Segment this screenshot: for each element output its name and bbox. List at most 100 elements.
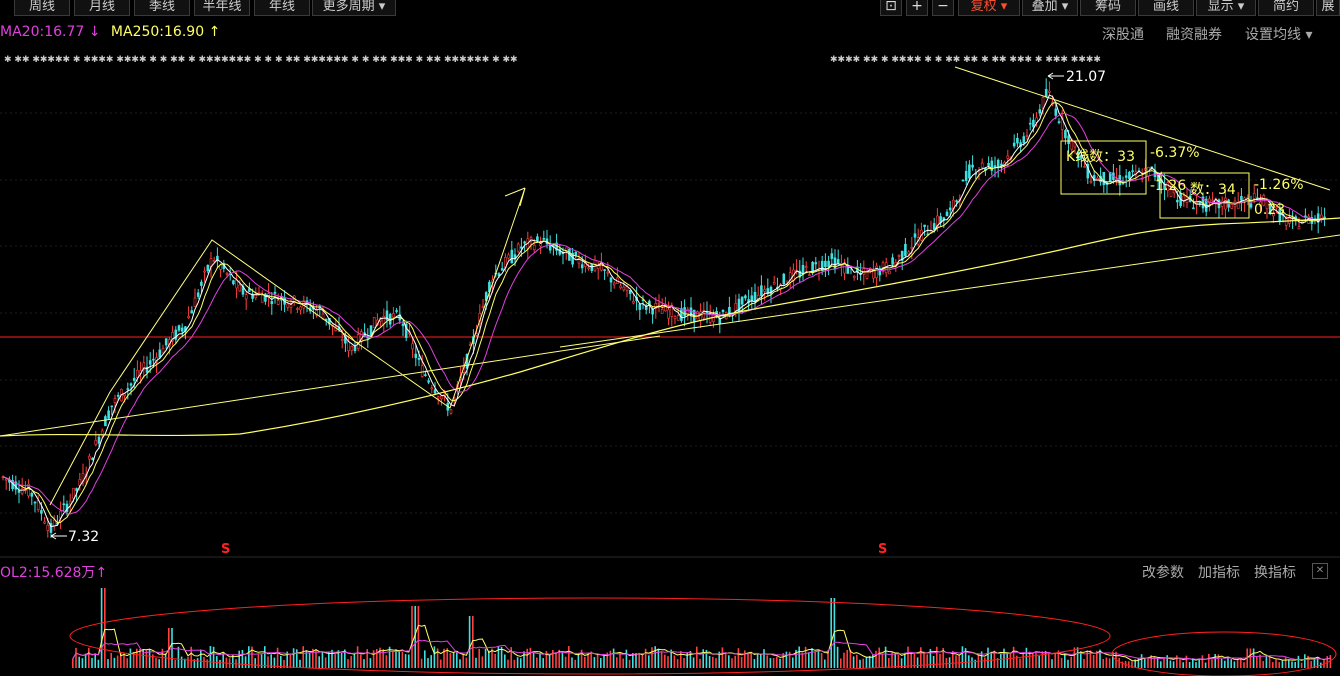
volume-bar bbox=[1064, 653, 1066, 668]
volume-bar bbox=[1326, 656, 1328, 668]
volume-bar bbox=[1310, 661, 1312, 668]
svg-text:✱ ✱✱ ✱✱✱✱✱ ✱ ✱✱✱✱ ✱✱✱✱ ✱ ✱ ✱✱: ✱ ✱✱ ✱✱✱✱✱ ✱ ✱✱✱✱ ✱✱✱✱ ✱ ✱ ✱✱ ✱ ✱✱✱✱✱✱✱ … bbox=[4, 55, 518, 65]
zoom-out-icon[interactable]: − bbox=[932, 0, 954, 16]
candle-body bbox=[1323, 216, 1326, 219]
volume-bar bbox=[1032, 652, 1034, 668]
volume-bar bbox=[347, 659, 349, 668]
event-markers[interactable]: ✱ ✱✱ ✱✱✱✱✱ ✱ ✱✱✱✱ ✱✱✱✱ ✱ ✱ ✱✱ ✱ ✱✱✱✱✱✱✱ … bbox=[4, 55, 1101, 65]
volume-bar bbox=[280, 655, 282, 668]
volume-bar bbox=[1060, 657, 1063, 668]
display-dropdown[interactable]: 显示 ▾ bbox=[1196, 0, 1256, 16]
candle-body bbox=[574, 251, 578, 256]
tab-year[interactable]: 年线 bbox=[254, 0, 310, 16]
chips-button[interactable]: 筹码 bbox=[1080, 0, 1136, 16]
volume-bar bbox=[1259, 654, 1261, 668]
candle-body bbox=[1048, 90, 1051, 93]
add-indicator-button[interactable]: 加指标 bbox=[1198, 565, 1240, 581]
close-panel-icon[interactable]: ✕ bbox=[1312, 563, 1328, 579]
zoom-in-icon[interactable]: + bbox=[906, 0, 928, 16]
link-margin[interactable]: 融资融券 bbox=[1166, 27, 1222, 43]
volume-bar bbox=[616, 657, 618, 668]
volume-bar bbox=[824, 659, 826, 668]
restore-rights-dropdown[interactable]: 复权 ▾ bbox=[958, 0, 1020, 16]
tab-week[interactable]: 周线 bbox=[14, 0, 70, 16]
more-periods-dropdown[interactable]: 更多周期 ▾ bbox=[312, 0, 396, 16]
volume-bar bbox=[337, 650, 340, 668]
sell-marker-icon[interactable]: S bbox=[221, 542, 230, 557]
candle-body bbox=[1016, 137, 1019, 144]
volume-bar bbox=[148, 649, 151, 668]
volume-bar bbox=[1028, 651, 1031, 668]
candle-body bbox=[1240, 196, 1243, 201]
candle-body bbox=[260, 294, 264, 303]
draw-line-button[interactable]: 画线 bbox=[1138, 0, 1194, 16]
volume-bar bbox=[1179, 658, 1181, 668]
ma20-value: MA20:16.77 bbox=[0, 24, 85, 40]
overlay-dropdown[interactable]: 叠加 ▾ bbox=[1022, 0, 1078, 16]
volume-bar bbox=[520, 658, 522, 668]
link-northbound[interactable]: 深股通 bbox=[1102, 27, 1144, 43]
candle-body bbox=[740, 296, 744, 305]
volume-bar bbox=[974, 659, 976, 668]
volume-bar bbox=[676, 659, 679, 668]
window-icon[interactable]: ⊡ bbox=[880, 0, 902, 16]
volume-bar bbox=[1268, 656, 1271, 668]
candle-body bbox=[888, 270, 891, 275]
candle-body bbox=[1064, 130, 1067, 139]
volume-bar bbox=[267, 656, 269, 668]
volume-bar bbox=[1166, 655, 1168, 668]
candle-body bbox=[760, 285, 763, 297]
volume-bar bbox=[459, 659, 461, 668]
candle-body bbox=[193, 297, 197, 307]
candle-body bbox=[270, 301, 274, 305]
volume-ellipse-2[interactable] bbox=[1111, 631, 1337, 676]
volume-bar bbox=[571, 657, 573, 668]
volume-bar bbox=[145, 650, 148, 668]
candle-body bbox=[539, 243, 542, 247]
candle-body bbox=[411, 343, 414, 350]
volume-bar bbox=[510, 647, 512, 668]
tab-month[interactable]: 月线 bbox=[74, 0, 130, 16]
volume-bar bbox=[878, 647, 880, 668]
volume-ellipse-1[interactable] bbox=[69, 597, 1111, 675]
expand-button[interactable]: 展 bbox=[1316, 0, 1340, 16]
range-box-2[interactable]: -1.26 数：34 -1.26% 0.23 bbox=[1150, 172, 1304, 219]
switch-indicator-button[interactable]: 换指标 bbox=[1254, 565, 1296, 581]
volume-bar bbox=[827, 650, 829, 668]
volume-bar bbox=[1182, 662, 1184, 668]
simple-button[interactable]: 简约 bbox=[1258, 0, 1314, 16]
volume-bar bbox=[222, 652, 224, 668]
volume-bar bbox=[958, 654, 960, 668]
volume-bar bbox=[881, 654, 884, 668]
volume-bar bbox=[584, 656, 586, 668]
edit-params-button[interactable]: 改参数 bbox=[1142, 565, 1184, 581]
volume-bar bbox=[500, 646, 503, 668]
volume-bar bbox=[907, 646, 909, 668]
volume-bar bbox=[385, 655, 388, 668]
trend-lines[interactable] bbox=[0, 66, 1340, 506]
candle-body bbox=[830, 253, 834, 259]
candle-body bbox=[964, 170, 968, 181]
volume-bar bbox=[334, 654, 336, 668]
sell-marker-icon[interactable]: S bbox=[878, 542, 887, 557]
volume-bar bbox=[1275, 659, 1277, 668]
volume-bar bbox=[910, 653, 912, 668]
volume-bar bbox=[740, 656, 743, 668]
volume-bar bbox=[404, 654, 407, 668]
candle-body bbox=[136, 369, 139, 378]
volume-bar bbox=[580, 649, 583, 668]
range-box-1[interactable]: K线数：33 -6.37% bbox=[1060, 140, 1200, 195]
volume-bar bbox=[808, 652, 810, 668]
volume-bar bbox=[401, 652, 404, 668]
set-ma-dropdown[interactable]: 设置均线 ▾ bbox=[1245, 27, 1313, 43]
candle-body bbox=[942, 217, 946, 221]
volume-bar bbox=[795, 649, 797, 668]
volume-bar bbox=[1169, 660, 1172, 668]
tab-halfyear[interactable]: 半年线 bbox=[194, 0, 250, 16]
volume-bar bbox=[1153, 656, 1156, 668]
volume-bar bbox=[724, 652, 727, 668]
volume-bar bbox=[888, 657, 890, 668]
candle-body bbox=[1054, 108, 1058, 116]
tab-quarter[interactable]: 季线 bbox=[134, 0, 190, 16]
